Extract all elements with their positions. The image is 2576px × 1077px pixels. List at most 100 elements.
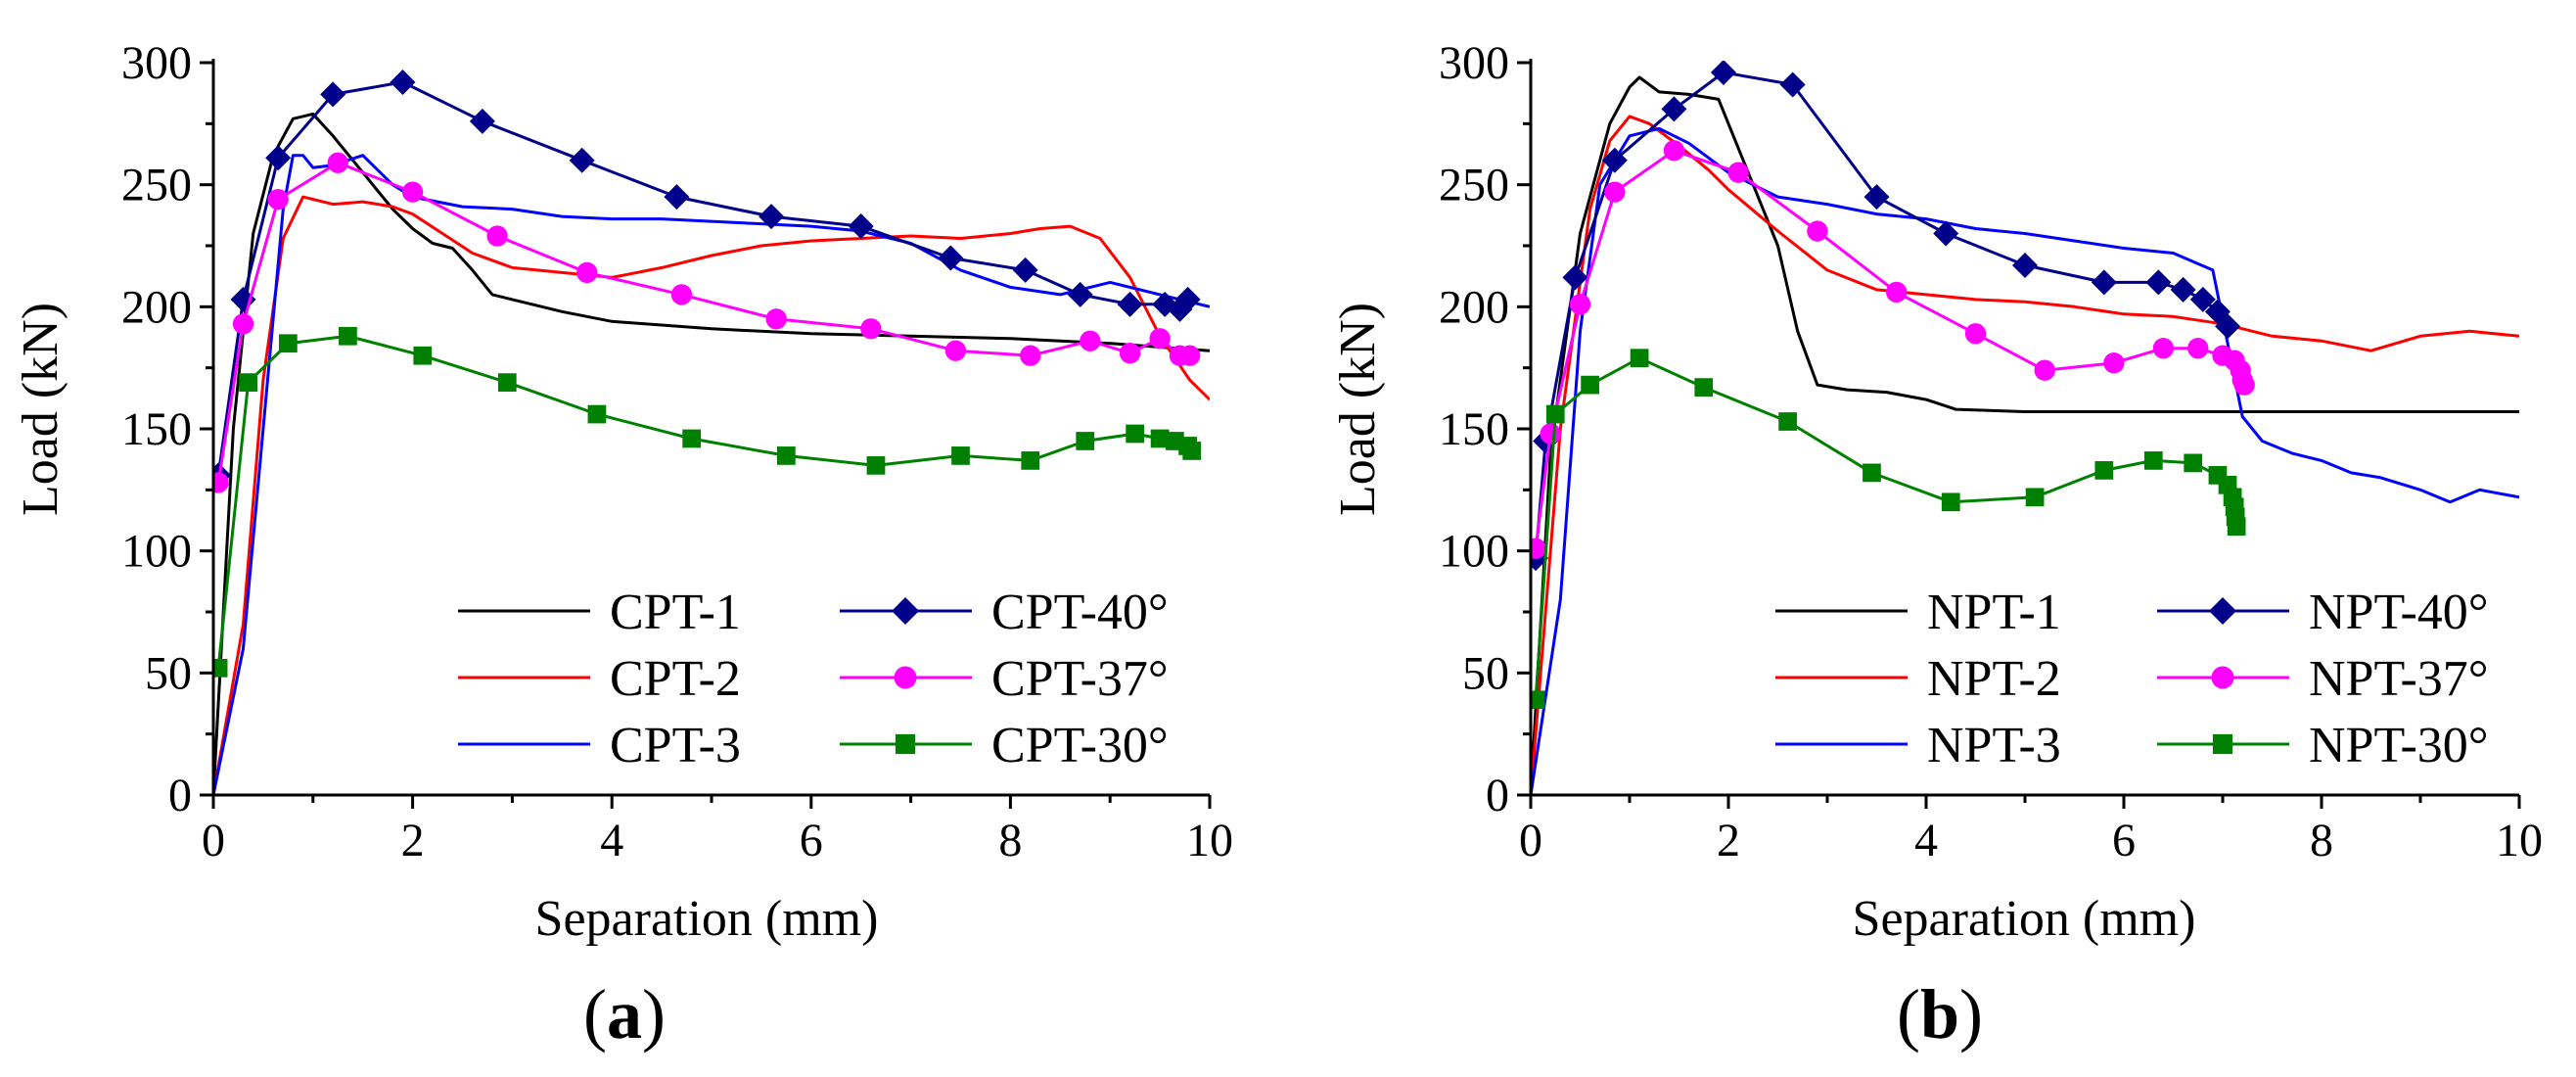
data-point-cpt-30deg (1182, 442, 1202, 460)
x-tick-label: 2 (401, 815, 425, 866)
data-point-cpt-37deg (213, 472, 229, 493)
data-point-npt-37deg (1604, 181, 1626, 203)
legend-label-npt-1: NPT-1 (1927, 585, 2061, 640)
x-axis-label-b: Separation (mm) (1853, 891, 2196, 947)
x-tick-label: 0 (202, 815, 225, 866)
series-line-cpt-1 (213, 112, 1210, 796)
series-line-npt-2 (1531, 115, 2519, 796)
legend-label-npt-37deg: NPT-37° (2309, 651, 2489, 707)
data-point-npt-40deg (1661, 96, 1687, 122)
data-point-cpt-37deg (1178, 345, 1201, 366)
data-point-npt-30deg (2094, 461, 2114, 480)
series-line-cpt-3 (213, 154, 1210, 796)
data-point-cpt-30deg (776, 446, 796, 465)
y-tick-label: 100 (121, 526, 192, 578)
data-point-cpt-30deg (497, 373, 517, 392)
data-point-cpt-40deg (390, 69, 416, 95)
data-point-npt-30deg (2227, 517, 2246, 537)
data-point-cpt-30deg (1150, 429, 1170, 448)
data-point-cpt-40deg (230, 286, 256, 312)
data-point-npt-40deg (1863, 184, 1890, 211)
legend-marker-npt-37deg (2211, 666, 2234, 689)
data-point-cpt-40deg (1174, 286, 1201, 312)
data-point-cpt-30deg (413, 346, 433, 365)
legend-label-cpt-1: CPT-1 (610, 585, 741, 640)
data-point-cpt-30deg (587, 404, 607, 424)
data-point-cpt-37deg (860, 318, 882, 340)
data-point-npt-40deg (2215, 313, 2241, 340)
data-point-npt-40deg (2145, 269, 2172, 296)
data-point-cpt-30deg (1076, 432, 1095, 450)
y-tick-label: 100 (1439, 526, 1509, 578)
plot-area-a: 0 50 100 150 200 250 300 0 2 4 6 8 10 CPT-1 CPT-2 CPT-3… (121, 37, 1233, 866)
x-tick-label: 4 (600, 815, 623, 866)
data-point-npt-40deg (2091, 269, 2117, 296)
data-point-cpt-37deg (1020, 345, 1041, 366)
legend-label-cpt-3: CPT-3 (610, 718, 741, 773)
data-point-npt-40deg (1601, 147, 1628, 173)
legend-b: NPT-1 NPT-2 NPT-3 NPT-40° NPT-37° NPT-30° (1775, 585, 2489, 773)
data-point-npt-30deg (1778, 412, 1797, 431)
data-point-npt-40deg (1779, 71, 1806, 98)
series-line-cpt-40deg (216, 80, 1189, 476)
data-point-npt-37deg (1663, 140, 1685, 162)
legend-marker-cpt-37deg (894, 666, 917, 689)
legend-marker-npt-30deg (2212, 733, 2233, 755)
data-point-cpt-37deg (944, 340, 967, 361)
data-point-npt-40deg (2012, 252, 2038, 278)
legend-label-npt-40deg: NPT-40° (2309, 585, 2489, 640)
data-point-cpt-37deg (232, 313, 254, 335)
x-tick-label: 6 (2112, 815, 2136, 866)
data-point-npt-30deg (2184, 453, 2203, 473)
y-tick-label: 150 (1439, 403, 1509, 455)
data-point-npt-37deg (1727, 162, 1749, 183)
data-point-cpt-40deg (664, 184, 690, 211)
legend-label-cpt-30deg: CPT-30° (991, 718, 1169, 773)
data-point-cpt-40deg (1067, 281, 1093, 307)
x-tick-label: 8 (998, 815, 1022, 866)
series-line-npt-40deg (1534, 70, 2230, 559)
series-line-npt-30deg (1534, 356, 2238, 700)
legend-label-cpt-2: CPT-2 (610, 651, 741, 707)
series-line-cpt-37deg (216, 161, 1190, 484)
panel-label-a: (a) (583, 975, 666, 1054)
data-point-npt-40deg (2170, 276, 2196, 303)
data-point-cpt-30deg (1021, 451, 1040, 470)
data-point-npt-40deg (2189, 286, 2216, 312)
data-point-npt-30deg (2025, 488, 2045, 507)
y-axis-label-a: Load (kN) (13, 303, 69, 516)
data-point-npt-37deg (1531, 538, 1546, 559)
data-point-cpt-37deg (267, 188, 289, 211)
legend-marker-cpt-30deg (895, 733, 916, 755)
x-tick-label: 2 (1717, 815, 1740, 866)
chart-panel-b: 0 50 100 150 200 250 300 0 2 4 6 8 10 NPT-1 NPT-2 NPT-3… (1330, 37, 2543, 1054)
legend-label-npt-2: NPT-2 (1927, 651, 2061, 707)
data-point-cpt-40deg (469, 108, 495, 134)
legend-marker-cpt-40deg (892, 597, 919, 625)
data-point-npt-37deg (2233, 374, 2255, 396)
data-point-cpt-30deg (213, 658, 228, 678)
data-point-cpt-40deg (848, 213, 874, 240)
data-point-cpt-40deg (320, 81, 346, 108)
data-point-cpt-40deg (265, 145, 292, 171)
data-point-cpt-37deg (1119, 343, 1141, 364)
data-point-cpt-40deg (1117, 291, 1143, 317)
data-point-cpt-30deg (682, 429, 701, 448)
data-point-npt-37deg (1886, 281, 1908, 304)
data-point-npt-37deg (2103, 352, 2125, 374)
x-tick-label: 8 (2310, 815, 2333, 866)
data-point-npt-30deg (1531, 690, 1545, 710)
legend-label-cpt-40deg: CPT-40° (991, 585, 1169, 640)
data-point-cpt-37deg (670, 284, 693, 305)
data-point-cpt-37deg (401, 181, 424, 203)
data-point-npt-37deg (1964, 323, 1987, 345)
legend-a: CPT-1 CPT-2 CPT-3 CPT-40° CPT-37° CPT-30° (458, 585, 1169, 773)
y-tick-label: 200 (121, 281, 192, 333)
legend-marker-npt-40deg (2209, 597, 2236, 625)
y-tick-label: 250 (121, 160, 192, 211)
data-point-npt-40deg (1710, 61, 1736, 85)
data-point-npt-30deg (1941, 492, 1960, 512)
data-point-cpt-37deg (1080, 330, 1101, 351)
data-point-cpt-30deg (1126, 424, 1145, 444)
